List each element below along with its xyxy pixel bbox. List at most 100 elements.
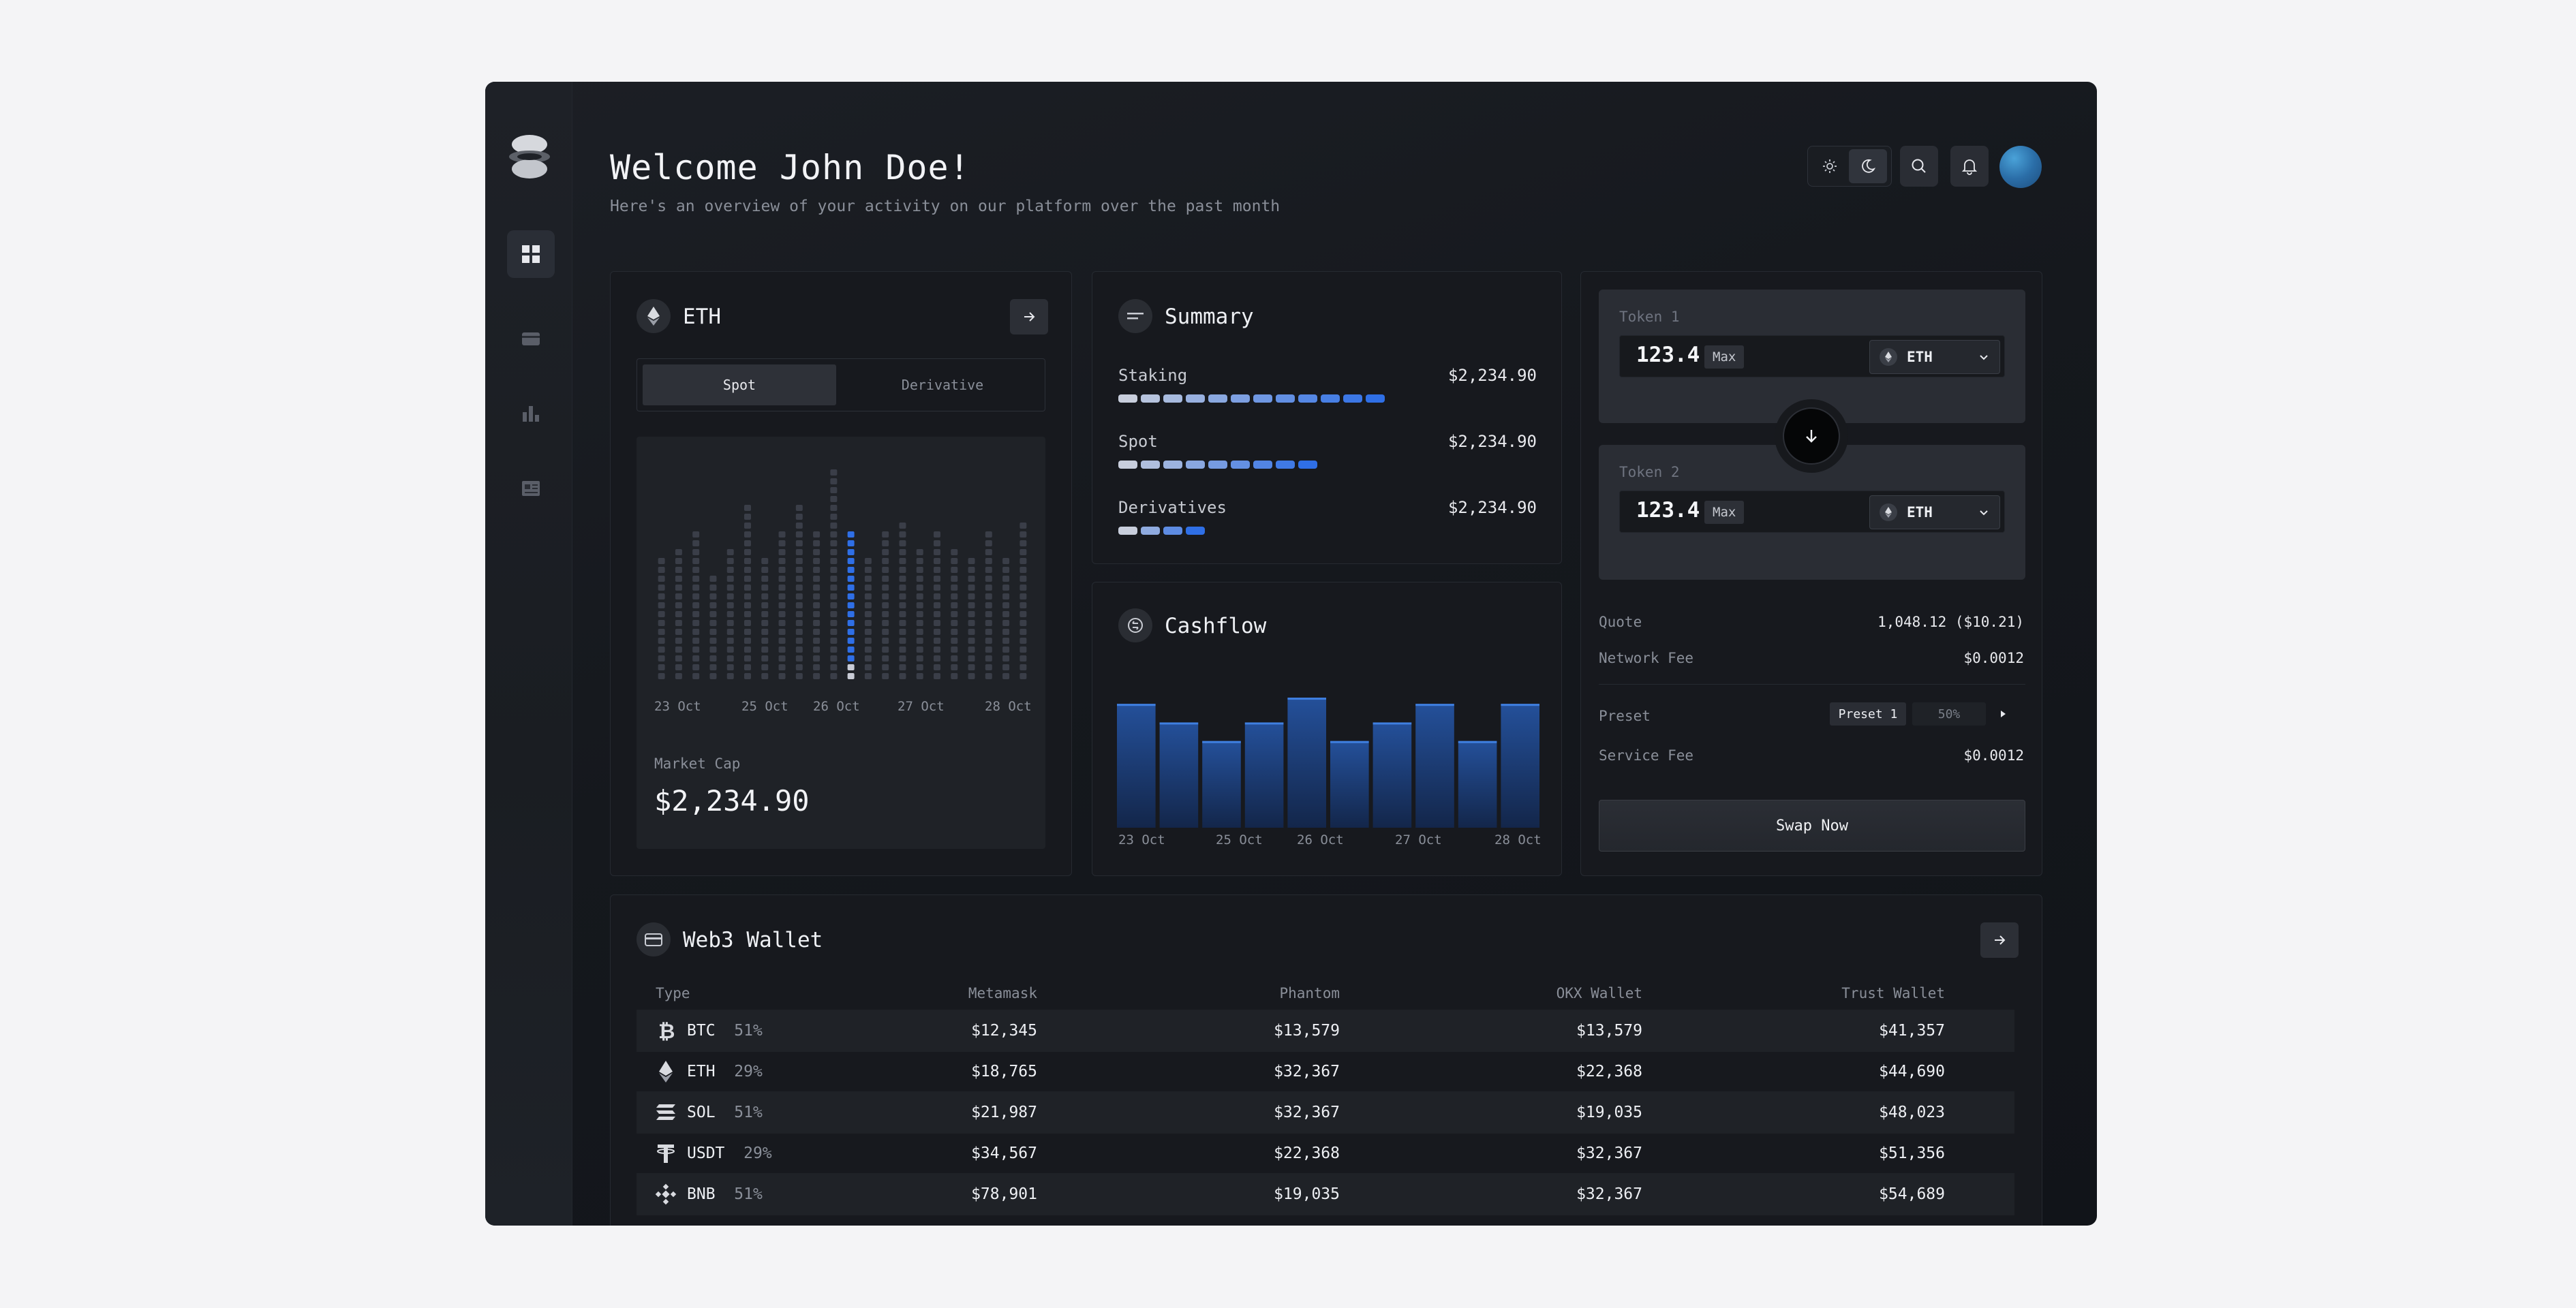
progress-segment	[1118, 394, 1137, 403]
bar-segment	[864, 558, 872, 564]
bar-segment	[916, 549, 923, 555]
theme-toggle[interactable]	[1807, 146, 1892, 187]
bar-segment	[744, 558, 751, 564]
x-tick-label: 28 Oct	[1494, 832, 1542, 847]
table-row[interactable]: BNB 51% $78,901 $19,035 $32,367 $54,689	[637, 1173, 2014, 1215]
bar-segment	[658, 647, 665, 653]
bar-segment	[658, 602, 665, 608]
wallet-open-button[interactable]	[1980, 922, 2019, 958]
sidebar-item-news[interactable]	[507, 465, 555, 512]
eth-card: ETH Spot Derivative 23 Oct 25 Oct 26 Oct…	[610, 271, 1072, 876]
bar-segment	[709, 602, 717, 608]
bar-segment	[726, 638, 734, 644]
bar-segment	[709, 638, 717, 644]
bar-segment	[761, 593, 769, 600]
token1-amount[interactable]: 123.4	[1636, 343, 1700, 367]
coin-percent: 51%	[734, 1104, 763, 1121]
bar-segment	[864, 673, 872, 679]
tab-spot[interactable]: Spot	[643, 364, 836, 405]
bar-segment	[726, 567, 734, 573]
table-row[interactable]: ₿ BTC 51% $12,345 $13,579 $13,579 $41,357	[637, 1010, 2014, 1052]
tab-derivative[interactable]: Derivative	[901, 377, 984, 393]
sidebar-item-analytics[interactable]	[507, 390, 555, 437]
notifications-button[interactable]	[1950, 146, 1989, 187]
bar-segment	[916, 638, 923, 644]
summary-label: Spot	[1118, 432, 1158, 451]
bar-segment	[709, 673, 717, 679]
token2-select[interactable]: ETH	[1869, 495, 2000, 529]
cashflow-bar	[1159, 722, 1199, 828]
bar-segment	[744, 549, 751, 555]
table-row[interactable]: USDT 29% $34,567 $22,368 $32,367 $51,356	[637, 1132, 2014, 1174]
bar-segment	[1019, 576, 1027, 582]
bar-segment	[934, 629, 940, 635]
eth-open-button[interactable]	[1010, 299, 1048, 334]
light-mode-option[interactable]	[1811, 149, 1849, 183]
cashflow-bar-top	[1501, 704, 1539, 706]
bar-segment	[985, 558, 992, 564]
progress-segment	[1276, 461, 1295, 469]
dashboard-grid-icon	[522, 245, 540, 263]
metamask-cell: $78,901	[971, 1185, 1037, 1203]
bar-segment	[726, 576, 734, 582]
token2-amount[interactable]: 123.4	[1636, 498, 1700, 523]
token2-input[interactable]: 123.4 Max ETH	[1619, 490, 2005, 533]
bar-chart-icon	[523, 406, 539, 422]
bar-segment	[968, 593, 975, 600]
token1-input[interactable]: 123.4 Max ETH	[1619, 335, 2005, 377]
bar-segment	[830, 487, 838, 493]
bar-segment	[916, 620, 923, 626]
sidebar-item-wallet[interactable]	[507, 315, 555, 362]
bar-segment	[864, 647, 872, 653]
bar-segment	[1002, 567, 1010, 573]
summary-card: Summary Staking $2,234.90 Spot $2,234.90…	[1092, 271, 1562, 564]
bar-segment	[985, 540, 992, 546]
ethereum-icon	[637, 299, 671, 333]
bar-segment	[744, 505, 751, 511]
preset-percent[interactable]: 50%	[1912, 702, 1986, 726]
bar-segment	[951, 647, 958, 653]
x-tick-label: 25 Oct	[741, 699, 788, 714]
bar-segment	[830, 602, 838, 608]
bar-segment	[675, 549, 682, 555]
bar-segment	[882, 585, 889, 591]
table-row[interactable]: SOL 51% $21,987 $32,367 $19,035 $48,023	[637, 1091, 2014, 1134]
search-button[interactable]	[1900, 146, 1938, 187]
table-row[interactable]: ETH 29% $18,765 $32,367 $22,368 $44,690	[637, 1050, 2014, 1093]
bar-segment	[934, 620, 940, 626]
bar-segment	[951, 576, 958, 582]
preset-option[interactable]: Preset 1	[1830, 702, 1906, 726]
dark-mode-option[interactable]	[1849, 149, 1887, 183]
bar-segment	[882, 664, 889, 670]
network-fee-value: $0.0012	[1963, 650, 2024, 666]
token1-select[interactable]: ETH	[1869, 340, 2000, 374]
logo	[506, 129, 553, 184]
caret-right-icon[interactable]	[1997, 708, 2009, 723]
bar-segment	[1019, 647, 1027, 653]
coin-symbol: USDT	[687, 1144, 725, 1162]
phantom-cell: $19,035	[1274, 1185, 1340, 1203]
bar-segment	[864, 585, 872, 591]
sidebar-item-dashboard[interactable]	[507, 230, 555, 278]
bar-segment	[830, 523, 838, 529]
okx-cell: $32,367	[1576, 1185, 1642, 1203]
bar-segment	[916, 673, 923, 679]
swap-direction-button[interactable]	[1775, 399, 1848, 473]
token2-max-button[interactable]: Max	[1704, 501, 1745, 524]
bar-segment	[968, 567, 975, 573]
token1-max-button[interactable]: Max	[1704, 345, 1745, 369]
swap-now-button[interactable]: Swap Now	[1599, 800, 2025, 852]
coin-cell: BTC 51%	[687, 1022, 763, 1040]
bar-segment	[916, 664, 923, 670]
bar-segment	[658, 558, 665, 564]
bar-segment	[934, 593, 940, 600]
arrow-down-icon	[1806, 430, 1817, 443]
bar-segment	[692, 647, 700, 653]
bar-segment	[830, 673, 838, 679]
market-type-tabs: Spot Derivative	[637, 358, 1045, 411]
bar-segment	[1002, 638, 1010, 644]
progress-segment	[1141, 527, 1160, 535]
avatar[interactable]	[1999, 146, 2042, 188]
bar-segment	[709, 585, 717, 591]
bar-segment	[1019, 540, 1027, 546]
